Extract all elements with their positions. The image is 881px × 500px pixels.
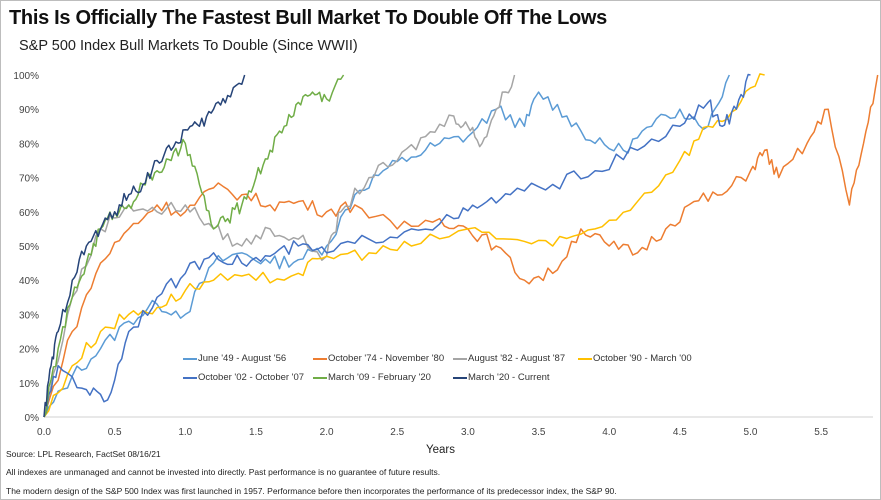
source-note: Source: LPL Research, FactSet 08/16/21 — [6, 449, 161, 459]
legend-label: October '74 - November '80 — [328, 353, 445, 364]
legend-swatch — [453, 357, 467, 360]
y-tick-label: 30% — [19, 310, 39, 321]
x-tick-label: 0.5 — [108, 427, 122, 438]
x-tick-label: 4.0 — [602, 427, 616, 438]
x-tick-label: 4.5 — [673, 427, 687, 438]
legend-item: October '74 - November '80 — [313, 353, 453, 364]
disclaimer-performance: All indexes are unmanaged and cannot be … — [6, 467, 441, 477]
y-tick-label: 40% — [19, 276, 39, 287]
series-line-6 — [43, 74, 246, 418]
legend-label: March '20 - Current — [468, 372, 550, 383]
x-axis-label: Years — [426, 444, 455, 456]
legend-label: August '82 - August '87 — [468, 353, 566, 364]
x-tick-label: 0.0 — [37, 427, 51, 438]
series-line-1 — [43, 74, 879, 418]
series-line-4 — [43, 73, 751, 418]
legend-item: August '82 - August '87 — [453, 353, 578, 364]
disclaimer-index-history: The modern design of the S&P 500 Index w… — [6, 486, 617, 496]
legend-label: October '02 - October '07 — [198, 372, 305, 383]
legend-swatch — [313, 357, 327, 360]
y-tick-label: 10% — [19, 379, 39, 390]
x-tick-label: 5.5 — [814, 427, 828, 438]
legend-label: March '09 - February '20 — [328, 372, 431, 383]
legend-item: October '90 - March '00 — [578, 353, 718, 364]
legend-item: March '09 - February '20 — [313, 372, 453, 383]
x-tick-label: 1.5 — [249, 427, 263, 438]
x-tick-label: 3.5 — [532, 427, 546, 438]
y-tick-label: 80% — [19, 139, 39, 150]
legend-swatch — [453, 376, 467, 379]
legend: June '49 - August '56 October '74 - Novem… — [183, 353, 718, 383]
y-tick-label: 60% — [19, 208, 39, 219]
legend-swatch — [578, 357, 592, 360]
x-tick-label: 3.0 — [461, 427, 475, 438]
y-tick-label: 90% — [19, 105, 39, 116]
x-tick-label: 5.0 — [744, 427, 758, 438]
series-line-5 — [43, 74, 345, 418]
y-tick-label: 70% — [19, 174, 39, 185]
y-tick-label: 20% — [19, 345, 39, 356]
chart-subtitle: S&P 500 Index Bull Markets To Double (Si… — [19, 38, 358, 54]
legend-swatch — [183, 376, 197, 379]
legend-swatch — [313, 376, 327, 379]
legend-swatch — [183, 357, 197, 360]
y-tick-label: 50% — [19, 242, 39, 253]
legend-item: June '49 - August '56 — [183, 353, 313, 364]
x-tick-label: 2.5 — [390, 427, 404, 438]
legend-label: October '90 - March '00 — [593, 353, 692, 364]
y-tick-label: 100% — [13, 71, 39, 82]
x-tick-label: 1.0 — [178, 427, 192, 438]
series-line-3 — [43, 73, 765, 418]
legend-item: October '02 - October '07 — [183, 372, 313, 383]
chart-title: This Is Officially The Fastest Bull Mark… — [9, 7, 607, 29]
legend-item: March '20 - Current — [453, 372, 578, 383]
legend-label: June '49 - August '56 — [198, 353, 287, 364]
y-tick-label: 0% — [25, 413, 40, 424]
x-tick-label: 2.0 — [320, 427, 334, 438]
